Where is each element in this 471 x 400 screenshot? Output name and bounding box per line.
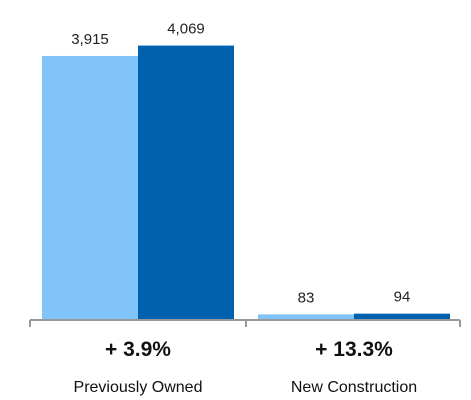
data-label-1-0: 83 <box>298 289 315 306</box>
bar-1-1 <box>354 313 450 320</box>
data-label-0-1: 4,069 <box>167 21 205 38</box>
x-axis <box>29 319 461 327</box>
category-labels-layer: Previously Owned New Construction <box>74 379 418 396</box>
data-label-1-1: 94 <box>394 289 411 306</box>
bar-1-0 <box>258 314 354 320</box>
bars-layer <box>42 45 450 320</box>
change-label-0: + 3.9% <box>105 338 171 361</box>
category-label-0: Previously Owned <box>74 379 203 396</box>
value-labels-layer: 3,915 4,069 83 94 <box>71 21 410 307</box>
bar-0-1 <box>138 45 234 320</box>
category-label-1: New Construction <box>291 379 417 396</box>
change-labels-layer: + 3.9% + 13.3% <box>105 338 393 361</box>
data-label-0-0: 3,915 <box>71 31 109 48</box>
bar-0-0 <box>42 55 138 320</box>
change-label-1: + 13.3% <box>315 338 393 361</box>
